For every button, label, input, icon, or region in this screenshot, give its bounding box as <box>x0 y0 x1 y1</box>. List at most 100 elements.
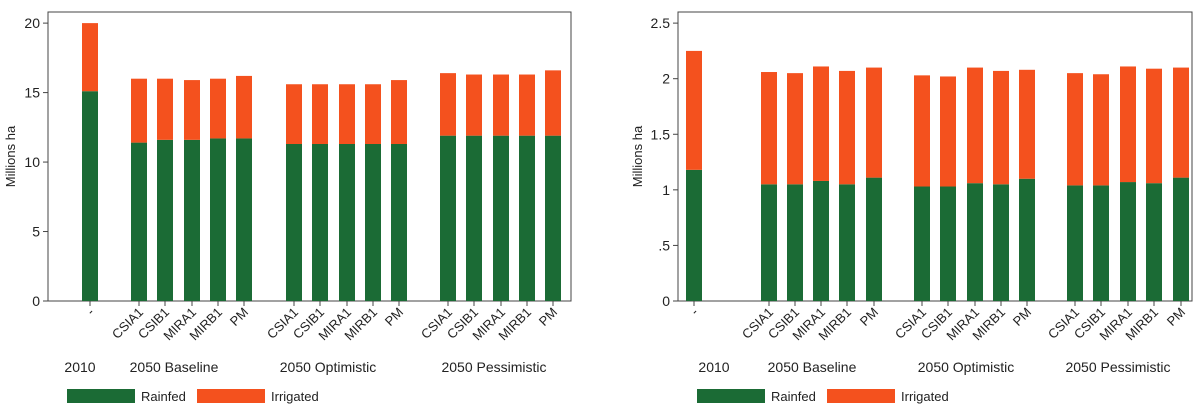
bar-rainfed <box>157 139 173 301</box>
legend-label-irrigated: Irrigated <box>901 389 949 404</box>
group-label: 2050 Pessimistic <box>1065 359 1170 375</box>
bar-rainfed <box>466 135 482 301</box>
bar-irrigated <box>82 23 98 92</box>
bar-rainfed <box>493 135 509 301</box>
bar-irrigated <box>339 84 355 144</box>
x-tick-label: PM <box>1010 305 1034 329</box>
y-tick-label: 1.5 <box>651 126 671 142</box>
bar-irrigated <box>839 70 855 185</box>
bar-irrigated <box>1120 66 1136 183</box>
y-tick-label: 0 <box>662 293 670 309</box>
bar-irrigated <box>940 76 956 187</box>
bar-irrigated <box>493 74 509 136</box>
bar-irrigated <box>157 78 173 140</box>
bar-rainfed <box>286 143 302 301</box>
group-label: 2050 Optimistic <box>280 359 376 375</box>
plot-frame <box>47 11 572 302</box>
bar-rainfed <box>236 138 252 301</box>
y-tick-label: 1 <box>662 182 670 198</box>
bar-irrigated <box>210 78 226 139</box>
bar-irrigated <box>1019 69 1035 179</box>
bar-irrigated <box>967 67 983 184</box>
bar-irrigated <box>466 74 482 136</box>
legend-label-irrigated: Irrigated <box>271 389 319 404</box>
x-tick-label: PM <box>536 305 560 329</box>
legend-label-rainfed: Rainfed <box>141 389 186 404</box>
bar-irrigated <box>686 50 702 170</box>
bar-rainfed <box>82 91 98 301</box>
bar-irrigated <box>761 72 777 185</box>
legend-swatch-irrigated <box>197 389 265 403</box>
x-tick-label: - <box>83 305 97 319</box>
bar-rainfed <box>813 180 829 301</box>
y-tick-label: 0 <box>32 293 40 309</box>
bar-rainfed <box>440 135 456 301</box>
group-label: 2050 Optimistic <box>918 359 1014 375</box>
bar-rainfed <box>365 143 381 301</box>
bar-rainfed <box>761 184 777 301</box>
bar-rainfed <box>210 138 226 301</box>
y-tick-label: .5 <box>658 237 670 253</box>
bar-rainfed <box>1146 183 1162 301</box>
group-label: 2010 <box>64 359 95 375</box>
group-label: 2050 Baseline <box>768 359 857 375</box>
bar-irrigated <box>1067 73 1083 186</box>
bar-rainfed <box>866 177 882 301</box>
plot-frame <box>677 11 1193 302</box>
bar-rainfed <box>184 139 200 301</box>
bar-rainfed <box>1067 185 1083 301</box>
bar-rainfed <box>1093 185 1109 301</box>
y-tick-label: 15 <box>24 85 40 101</box>
bar-rainfed <box>339 143 355 301</box>
y-tick-label: 5 <box>32 224 40 240</box>
bar-rainfed <box>1120 182 1136 301</box>
bar-rainfed <box>787 184 803 301</box>
bar-irrigated <box>1093 74 1109 186</box>
bar-irrigated <box>519 74 535 136</box>
bar-irrigated <box>286 84 302 144</box>
group-label: 2050 Pessimistic <box>441 359 546 375</box>
bar-rainfed <box>686 169 702 301</box>
group-label: 2010 <box>698 359 729 375</box>
bar-irrigated <box>787 73 803 185</box>
bar-irrigated <box>993 70 1009 185</box>
x-tick-label: PM <box>857 305 881 329</box>
bar-rainfed <box>131 142 147 301</box>
x-tick-label: PM <box>227 305 251 329</box>
legend-label-rainfed: Rainfed <box>771 389 816 404</box>
bar-irrigated <box>391 80 407 144</box>
bar-rainfed <box>967 183 983 301</box>
bar-rainfed <box>1173 177 1189 301</box>
bar-irrigated <box>1146 68 1162 184</box>
bar-irrigated <box>914 75 930 187</box>
y-tick-label: 2.5 <box>651 15 671 31</box>
bar-irrigated <box>1173 67 1189 178</box>
bar-irrigated <box>440 73 456 136</box>
y-tick-label: 20 <box>24 15 40 31</box>
legend-swatch-irrigated <box>827 389 895 403</box>
bar-rainfed <box>312 143 328 301</box>
bar-rainfed <box>1019 178 1035 301</box>
bar-irrigated <box>312 84 328 144</box>
bar-rainfed <box>993 184 1009 301</box>
bar-rainfed <box>519 135 535 301</box>
x-tick-label: - <box>687 305 701 319</box>
group-label: 2050 Baseline <box>130 359 219 375</box>
bar-irrigated <box>365 84 381 144</box>
bar-irrigated <box>236 75 252 139</box>
bar-irrigated <box>184 80 200 140</box>
y-tick-label: 10 <box>24 154 40 170</box>
bar-irrigated <box>545 70 561 136</box>
x-tick-label: PM <box>1164 305 1188 329</box>
bar-rainfed <box>914 186 930 301</box>
x-tick-label: PM <box>382 305 406 329</box>
y-axis-label: Millions ha <box>3 125 18 187</box>
y-axis-label: Millions ha <box>630 125 645 187</box>
bar-rainfed <box>839 184 855 301</box>
legend-swatch-rainfed <box>697 389 765 403</box>
legend-swatch-rainfed <box>67 389 135 403</box>
bar-irrigated <box>131 78 147 143</box>
